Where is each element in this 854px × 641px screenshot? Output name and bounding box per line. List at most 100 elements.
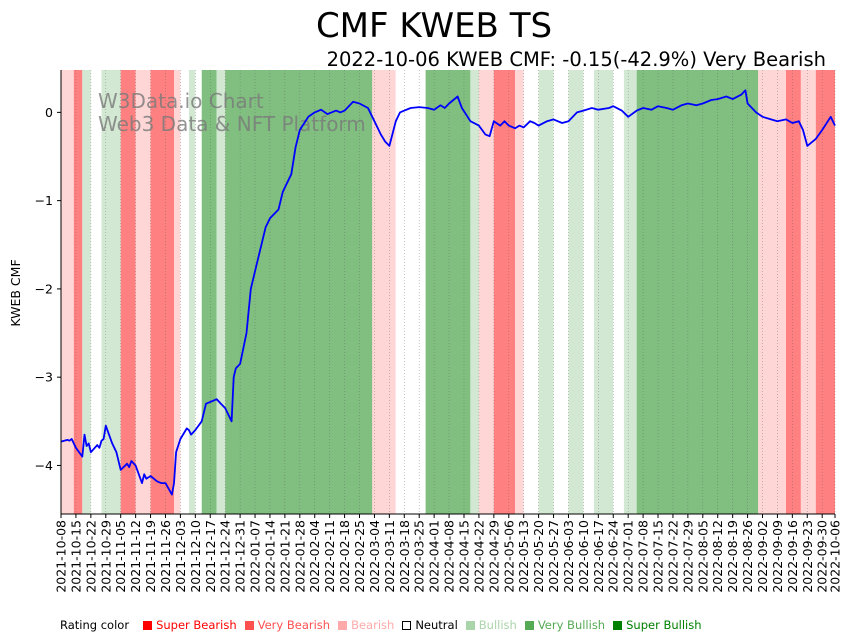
legend-item-4: Bullish <box>465 618 517 632</box>
rating-band-21 <box>515 70 524 514</box>
x-tick-label: 2022-02-11 <box>322 520 337 593</box>
x-gridlines <box>60 70 836 514</box>
rating-band-25 <box>568 70 584 514</box>
chart-subtitle: 2022-10-06 KWEB CMF: -0.15(-42.9%) Very … <box>327 48 826 71</box>
legend-label: Very Bullish <box>537 618 606 632</box>
x-tick-label: 2022-08-26 <box>740 520 755 593</box>
legend-title: Rating color <box>60 618 130 632</box>
x-tick-label: 2022-09-09 <box>770 520 785 593</box>
rating-band-13 <box>216 70 226 514</box>
x-tick-label: 2022-02-18 <box>337 520 352 593</box>
legend-item-3: Neutral <box>402 618 458 632</box>
rating-band-26 <box>583 70 595 514</box>
legend-label: Bullish <box>478 618 517 632</box>
x-tick-label: 2022-09-23 <box>800 520 815 593</box>
y-tick-label: −4 <box>35 458 53 473</box>
x-tick-label: 2022-03-11 <box>382 520 397 593</box>
legend-item-0: Super Bearish <box>143 618 237 632</box>
rating-legend: Rating color Super Bearish Very Bearish Be… <box>60 617 710 633</box>
rating-band-28 <box>613 70 624 514</box>
rating-band-4 <box>101 70 121 514</box>
rating-band-27 <box>594 70 614 514</box>
x-axis-ticks: 2021-10-08 2021-10-15 2021-10-22 2021-10-29… <box>54 514 843 593</box>
rating-band-8 <box>174 70 181 514</box>
x-tick-label: 2022-02-25 <box>352 520 367 593</box>
x-tick-label: 2021-11-26 <box>158 520 173 593</box>
x-tick-label: 2022-08-05 <box>695 520 710 593</box>
rating-band-6 <box>135 70 151 514</box>
x-tick-label: 2022-09-16 <box>785 520 800 593</box>
y-tick-label: −2 <box>35 281 53 296</box>
rating-band-24 <box>553 70 569 514</box>
rating-band-16 <box>395 70 426 514</box>
rating-band-30 <box>636 70 759 514</box>
rating-band-20 <box>493 70 516 514</box>
watermark-line-1: W3Data.io Chart <box>98 89 264 113</box>
x-tick-label: 2021-10-15 <box>68 520 83 593</box>
legend-item-6: Super Bullish <box>613 618 702 632</box>
legend-swatch <box>244 620 254 630</box>
legend-label: Super Bullish <box>626 618 702 632</box>
x-tick-label: 2022-06-17 <box>591 520 606 593</box>
x-tick-label: 2021-11-05 <box>113 520 128 593</box>
legend-label: Neutral <box>415 618 458 632</box>
x-tick-label: 2022-04-08 <box>442 520 457 593</box>
rating-band-22 <box>523 70 539 514</box>
x-tick-label: 2022-06-03 <box>561 520 576 593</box>
legend-label: Super Bearish <box>156 618 237 632</box>
x-tick-label: 2021-12-10 <box>188 520 203 593</box>
rating-bands <box>61 70 835 514</box>
x-tick-label: 2021-10-22 <box>83 520 98 593</box>
x-tick-label: 2022-07-15 <box>651 520 666 593</box>
x-tick-label: 2022-01-28 <box>292 520 307 593</box>
x-tick-label: 2022-08-19 <box>725 520 740 593</box>
y-tick-label: −1 <box>35 193 53 208</box>
rating-band-23 <box>538 70 554 514</box>
rating-band-1 <box>73 70 83 514</box>
x-tick-label: 2021-12-31 <box>233 520 248 593</box>
x-tick-label: 2022-05-27 <box>546 520 561 593</box>
legend-label: Bearish <box>351 618 395 632</box>
rating-band-29 <box>623 70 637 514</box>
rating-band-18 <box>470 70 479 514</box>
rating-band-5 <box>120 70 136 514</box>
x-tick-label: 2022-04-22 <box>471 520 486 593</box>
x-tick-label: 2021-12-17 <box>203 520 218 593</box>
x-tick-label: 2022-08-12 <box>710 520 725 593</box>
rating-band-17 <box>425 70 471 514</box>
legend-swatch <box>465 620 475 630</box>
x-tick-label: 2022-01-21 <box>277 520 292 593</box>
x-tick-label: 2021-11-12 <box>128 520 143 593</box>
x-tick-label: 2022-03-18 <box>397 520 412 593</box>
x-tick-label: 2022-05-13 <box>516 520 531 593</box>
x-tick-label: 2021-10-08 <box>54 520 69 593</box>
x-tick-label: 2021-12-24 <box>218 520 233 593</box>
y-axis-label: KWEB CMF <box>8 259 23 326</box>
cmf-series-line <box>60 89 836 496</box>
x-tick-label: 2022-06-10 <box>576 520 591 593</box>
x-tick-label: 2022-03-04 <box>367 520 382 593</box>
x-tick-label: 2022-07-22 <box>666 520 681 593</box>
x-tick-label: 2022-07-08 <box>636 520 651 593</box>
rating-band-0 <box>61 70 74 514</box>
y-axis-ticks: 0 −1 −2 −3 −4 <box>35 105 61 473</box>
rating-band-11 <box>195 70 202 514</box>
legend-swatch <box>402 620 412 630</box>
y-tick-label: −3 <box>35 370 53 385</box>
legend-item-2: Bearish <box>338 618 394 632</box>
rating-band-2 <box>82 70 91 514</box>
rating-band-9 <box>180 70 189 514</box>
x-tick-label: 2022-02-04 <box>307 520 322 593</box>
y-tick-label: 0 <box>45 105 53 120</box>
watermark-line-2: Web3 Data & NFT Platform <box>98 112 366 136</box>
x-tick-label: 2021-11-19 <box>143 520 158 593</box>
x-tick-label: 2022-04-15 <box>457 520 472 593</box>
rating-band-15 <box>372 70 396 514</box>
x-tick-label: 2022-09-02 <box>755 520 770 593</box>
x-tick-label: 2022-07-01 <box>621 520 636 593</box>
rating-band-32 <box>785 70 801 514</box>
x-tick-label: 2022-05-06 <box>501 520 516 593</box>
legend-label: Very Bearish <box>257 618 331 632</box>
x-tick-label: 2022-09-30 <box>815 520 830 593</box>
x-tick-label: 2022-04-01 <box>427 520 442 593</box>
